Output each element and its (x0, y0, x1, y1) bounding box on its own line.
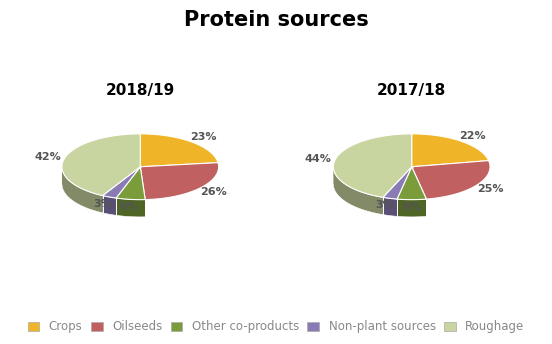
Polygon shape (140, 163, 219, 200)
Text: 22%: 22% (459, 131, 486, 141)
Polygon shape (397, 199, 426, 217)
Text: 25%: 25% (477, 184, 504, 194)
Polygon shape (116, 167, 145, 200)
Polygon shape (62, 167, 103, 213)
Text: 26%: 26% (200, 187, 227, 197)
Polygon shape (116, 198, 145, 217)
Legend: Crops, Oilseeds, Other co-products, Non-plant sources, Roughage: Crops, Oilseeds, Other co-products, Non-… (23, 316, 529, 338)
Text: 3%: 3% (376, 200, 395, 210)
Text: 42%: 42% (34, 152, 61, 162)
Polygon shape (412, 161, 490, 199)
Polygon shape (103, 167, 140, 198)
Polygon shape (383, 167, 412, 199)
Text: 44%: 44% (304, 154, 331, 164)
Polygon shape (62, 134, 140, 196)
Polygon shape (103, 196, 116, 215)
Title: 2017/18: 2017/18 (377, 83, 447, 98)
Title: 2018/19: 2018/19 (105, 83, 175, 98)
Polygon shape (412, 134, 489, 167)
Polygon shape (333, 134, 412, 197)
Polygon shape (333, 167, 383, 215)
Polygon shape (140, 134, 218, 167)
Polygon shape (383, 197, 397, 216)
Text: Protein sources: Protein sources (184, 10, 368, 30)
Text: 6%: 6% (402, 202, 421, 212)
Text: 23%: 23% (190, 132, 217, 142)
Text: 3%: 3% (93, 198, 112, 208)
Polygon shape (397, 167, 426, 200)
Text: 6%: 6% (119, 202, 138, 212)
